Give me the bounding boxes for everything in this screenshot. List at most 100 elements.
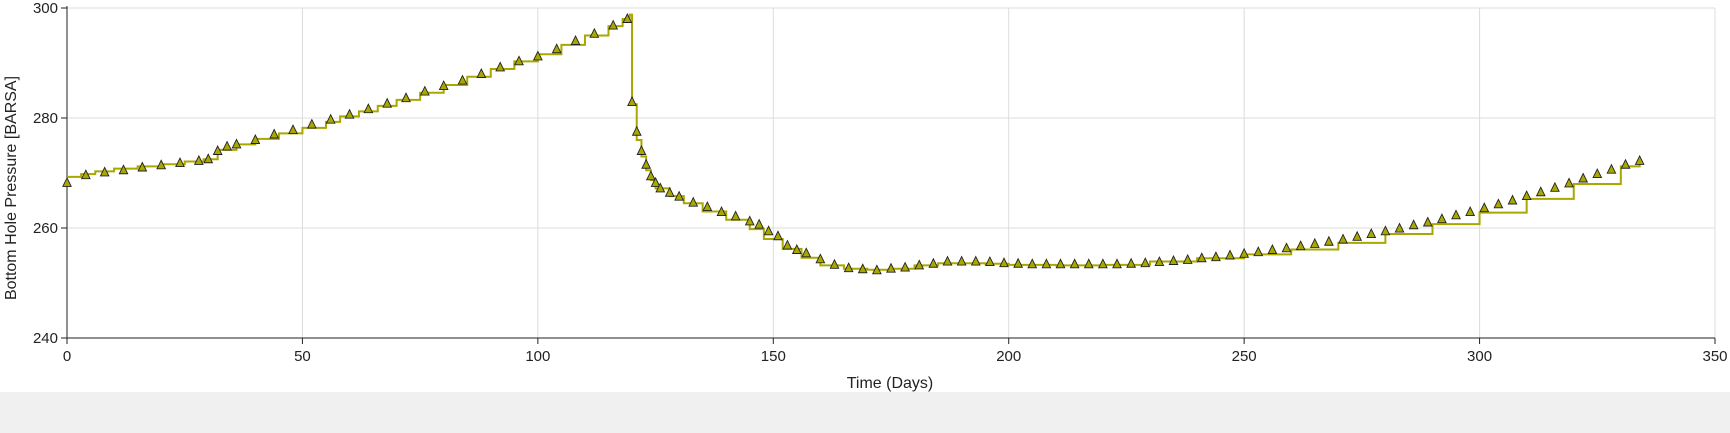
- observed-point-marker: [791, 243, 802, 254]
- observed-point-marker: [1493, 198, 1504, 209]
- observed-point-marker: [900, 261, 911, 272]
- x-tick-label: 200: [996, 348, 1021, 365]
- x-tick-label: 150: [761, 348, 786, 365]
- observed-point-marker: [363, 103, 374, 114]
- x-tick-label: 0: [63, 348, 71, 365]
- observed-point-marker: [999, 257, 1009, 268]
- observed-point-marker: [645, 170, 656, 181]
- observed-point-marker: [857, 263, 868, 274]
- observed-point-marker: [984, 256, 995, 267]
- observed-point-marker: [1634, 154, 1645, 165]
- observed-point-marker: [928, 257, 939, 268]
- observed-point-marker: [438, 80, 449, 91]
- observed-point-marker: [674, 190, 685, 201]
- observed-point-marker: [801, 247, 812, 258]
- y-tick-label: 300: [33, 0, 58, 17]
- observed-point-marker: [773, 230, 783, 241]
- observed-point-marker: [716, 206, 727, 217]
- observed-point-marker: [514, 55, 524, 66]
- observed-point-marker: [829, 258, 840, 269]
- y-tick-label: 280: [33, 110, 58, 127]
- observed-point-marker: [942, 255, 953, 266]
- observed-point-marker: [231, 138, 242, 149]
- observed-point-marker: [914, 259, 925, 270]
- observed-point-marker: [815, 253, 826, 264]
- x-tick-label: 350: [1702, 348, 1727, 365]
- observed-point-marker: [1069, 258, 1080, 269]
- observed-point-marker: [137, 161, 148, 172]
- axes: [61, 6, 1716, 344]
- footer-panel: [0, 392, 1730, 433]
- observed-point-marker: [1013, 257, 1024, 268]
- observed-pressure-markers: [62, 12, 1645, 275]
- observed-point-marker: [1281, 242, 1292, 253]
- observed-point-marker: [1267, 243, 1278, 254]
- x-tick-label: 100: [525, 348, 550, 365]
- observed-point-marker: [1182, 253, 1193, 264]
- observed-point-marker: [1055, 258, 1066, 269]
- observed-point-marker: [1097, 258, 1108, 269]
- observed-point-marker: [631, 125, 642, 136]
- observed-point-marker: [1394, 222, 1405, 233]
- observed-point-marker: [754, 218, 765, 229]
- observed-point-marker: [419, 85, 430, 96]
- observed-point-marker: [1352, 230, 1363, 241]
- observed-point-marker: [641, 158, 652, 169]
- observed-point-marker: [1083, 258, 1094, 269]
- observed-point-marker: [1210, 251, 1221, 262]
- observed-point-marker: [702, 201, 713, 212]
- observed-point-marker: [1521, 190, 1532, 201]
- observed-point-marker: [1366, 228, 1377, 239]
- y-tick-label: 260: [33, 220, 58, 237]
- observed-point-marker: [288, 124, 298, 135]
- observed-point-marker: [1578, 172, 1589, 183]
- observed-point-marker: [636, 144, 647, 155]
- observed-point-marker: [627, 96, 637, 107]
- observed-point-marker: [730, 210, 741, 221]
- observed-point-marker: [532, 50, 543, 61]
- observed-point-marker: [608, 19, 619, 30]
- observed-point-marker: [193, 154, 204, 165]
- observed-point-marker: [1239, 247, 1250, 258]
- observed-point-marker: [1451, 209, 1461, 220]
- observed-point-marker: [99, 166, 110, 177]
- observed-point-marker: [62, 176, 72, 187]
- observed-point-marker: [1436, 213, 1447, 224]
- observed-point-marker: [250, 133, 261, 144]
- observed-point-marker: [212, 144, 223, 155]
- observed-point-marker: [744, 215, 755, 226]
- observed-point-marker: [1535, 186, 1546, 197]
- observed-point-marker: [664, 186, 675, 197]
- observed-point-marker: [871, 264, 882, 275]
- observed-point-marker: [457, 74, 468, 85]
- observed-point-marker: [1154, 256, 1165, 267]
- bottom-hole-pressure-chart: 0 50 100 150 200 250 300 350 240 260 280 300 Time (…: [3, 0, 1728, 392]
- observed-point-marker: [476, 67, 487, 78]
- observed-point-marker: [1041, 258, 1052, 269]
- observed-point-marker: [1309, 237, 1320, 248]
- observed-point-marker: [650, 176, 661, 187]
- observed-point-marker: [1323, 235, 1334, 246]
- x-tick-label: 300: [1467, 348, 1492, 365]
- observed-point-marker: [1507, 194, 1518, 205]
- observed-point-marker: [570, 34, 581, 45]
- observed-point-marker: [1253, 246, 1264, 257]
- observed-point-marker: [970, 255, 981, 266]
- observed-point-marker: [956, 255, 967, 266]
- observed-point-marker: [325, 113, 336, 124]
- observed-point-marker: [1225, 249, 1235, 260]
- observed-point-marker: [222, 140, 233, 151]
- observed-point-marker: [1027, 258, 1038, 269]
- observed-point-marker: [551, 43, 562, 54]
- observed-point-marker: [306, 118, 317, 129]
- observed-point-marker: [80, 169, 91, 180]
- tick-labels: 0 50 100 150 200 250 300 350 240 260 280 300: [33, 0, 1728, 365]
- x-axis-title: Time (Days): [847, 375, 934, 392]
- observed-point-marker: [1549, 181, 1560, 192]
- observed-point-marker: [886, 262, 896, 273]
- observed-point-marker: [782, 239, 793, 250]
- observed-point-marker: [1196, 252, 1207, 263]
- observed-point-marker: [1479, 202, 1490, 213]
- observed-point-marker: [118, 164, 129, 175]
